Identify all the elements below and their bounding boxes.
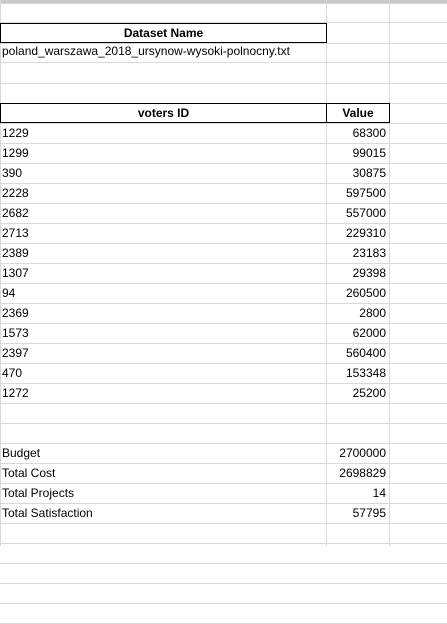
voter-id-cell[interactable]: 2682 — [0, 204, 326, 223]
value-cell[interactable]: 62000 — [326, 324, 389, 343]
value-cell[interactable]: 23183 — [326, 244, 389, 263]
value-header: Value — [326, 103, 390, 123]
dataset-name-value[interactable]: poland_warszawa_2018_ursynow-wysoki-poln… — [0, 42, 390, 61]
voter-id-cell[interactable]: 470 — [0, 364, 326, 383]
value-cell[interactable]: 229310 — [326, 224, 389, 243]
grid-row-line — [0, 543, 447, 544]
grid-row-line — [0, 403, 447, 404]
grid-row-line — [0, 583, 447, 584]
summary-value-cell[interactable]: 2698829 — [326, 464, 389, 483]
summary-value-cell[interactable]: 14 — [326, 484, 389, 503]
grid-row-line — [0, 563, 447, 564]
dataset-name-header: Dataset Name — [0, 23, 327, 43]
voter-id-cell[interactable]: 1299 — [0, 144, 326, 163]
voter-id-cell[interactable]: 390 — [0, 164, 326, 183]
summary-value-cell[interactable]: 57795 — [326, 504, 389, 523]
grid-column-line — [389, 0, 390, 546]
voter-id-cell[interactable]: 2369 — [0, 304, 326, 323]
grid-row-line — [0, 3, 447, 4]
summary-label-cell[interactable]: Budget — [0, 444, 326, 463]
voters-id-header: voters ID — [0, 103, 327, 123]
voter-id-cell[interactable]: 2228 — [0, 184, 326, 203]
grid-row-line — [0, 423, 447, 424]
voter-id-cell[interactable]: 1229 — [0, 124, 326, 143]
voter-id-cell[interactable]: 2397 — [0, 344, 326, 363]
value-cell[interactable]: 153348 — [326, 364, 389, 383]
value-cell[interactable]: 2800 — [326, 304, 389, 323]
grid-row-line — [0, 83, 447, 84]
value-cell[interactable]: 30875 — [326, 164, 389, 183]
value-cell[interactable]: 99015 — [326, 144, 389, 163]
voter-id-cell[interactable]: 94 — [0, 284, 326, 303]
summary-label-cell[interactable]: Total Projects — [0, 484, 326, 503]
value-cell[interactable]: 260500 — [326, 284, 389, 303]
voter-id-cell[interactable]: 1307 — [0, 264, 326, 283]
value-cell[interactable]: 68300 — [326, 124, 389, 143]
voter-id-cell[interactable]: 2713 — [0, 224, 326, 243]
grid-row-line — [0, 523, 447, 524]
value-cell[interactable]: 29398 — [326, 264, 389, 283]
value-cell[interactable]: 560400 — [326, 344, 389, 363]
spreadsheet-grid[interactable]: Dataset Name poland_warszawa_2018_ursyno… — [0, 0, 447, 546]
value-cell[interactable]: 557000 — [326, 204, 389, 223]
grid-row-line — [0, 603, 447, 604]
summary-label-cell[interactable]: Total Satisfaction — [0, 504, 326, 523]
voter-id-cell[interactable]: 1573 — [0, 324, 326, 343]
grid-row-line — [0, 62, 447, 63]
value-cell[interactable]: 597500 — [326, 184, 389, 203]
summary-label-cell[interactable]: Total Cost — [0, 464, 326, 483]
voter-id-cell[interactable]: 2389 — [0, 244, 326, 263]
voter-id-cell[interactable]: 1272 — [0, 384, 326, 403]
summary-value-cell[interactable]: 2700000 — [326, 444, 389, 463]
value-cell[interactable]: 25200 — [326, 384, 389, 403]
